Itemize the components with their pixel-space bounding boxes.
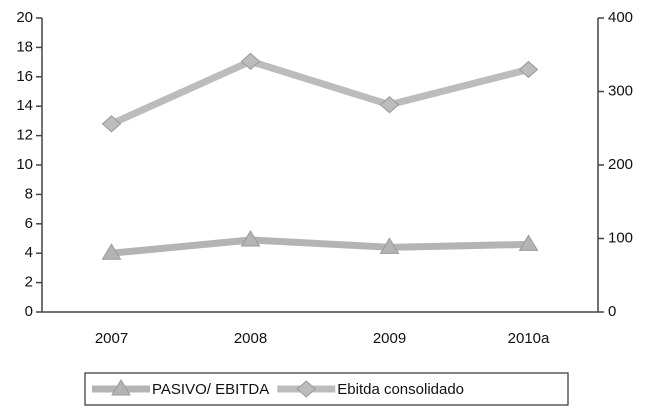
x-tick-label: 2009: [373, 330, 406, 347]
y2-tick-label: 300: [608, 82, 633, 99]
x-tick-label: 2008: [234, 330, 267, 347]
y2-tick-label: 400: [608, 9, 633, 26]
y-tick-label: 16: [16, 68, 33, 85]
marker: [518, 60, 539, 79]
y-tick-label: 2: [25, 274, 33, 291]
y-tick-label: 4: [25, 244, 33, 261]
y-tick-label: 0: [25, 303, 33, 320]
y-tick-label: 6: [25, 215, 33, 232]
marker: [240, 229, 261, 247]
y2-tick-label: 100: [608, 229, 633, 246]
series-line: [110, 57, 530, 128]
marker: [101, 243, 122, 260]
marker: [296, 380, 317, 398]
marker: [101, 115, 122, 133]
y2-tick-label: 200: [608, 156, 633, 173]
marker: [379, 237, 400, 254]
legend-label: Ebitda consolidado: [337, 381, 464, 398]
marker: [518, 234, 539, 251]
y-tick-label: 18: [16, 38, 33, 55]
marker: [379, 96, 400, 114]
series-line: [111, 236, 529, 257]
y-tick-label: 20: [16, 9, 33, 26]
legend-label: PASIVO/ EBITDA: [152, 381, 269, 398]
x-tick-label: 2010a: [508, 330, 550, 347]
y2-tick-label: 0: [608, 303, 616, 320]
y-tick-label: 8: [25, 185, 33, 202]
x-tick-label: 2007: [95, 330, 128, 347]
y-tick-label: 12: [16, 127, 33, 144]
marker: [111, 379, 131, 396]
y-tick-label: 10: [16, 156, 33, 173]
marker: [240, 52, 261, 71]
y-tick-label: 14: [16, 97, 33, 114]
